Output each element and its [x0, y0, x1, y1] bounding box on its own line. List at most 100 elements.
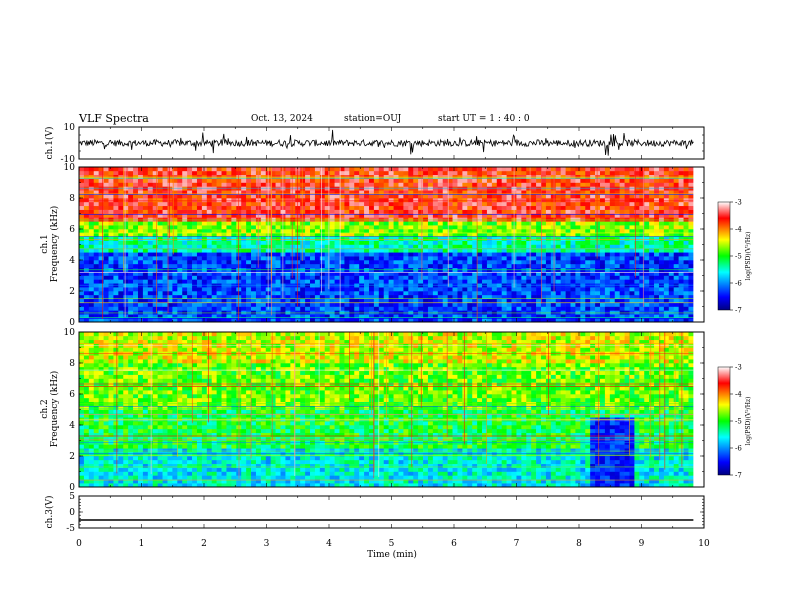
spectrogram-cell	[265, 314, 271, 319]
spectrogram-cell	[654, 271, 660, 276]
spectrogram-cell	[383, 302, 389, 307]
spectrogram-cell	[634, 256, 640, 261]
spectrogram-cell	[206, 194, 212, 199]
spectrogram-cell	[511, 306, 517, 311]
spectrogram-cell	[79, 306, 85, 311]
spectrogram-cell	[403, 198, 409, 203]
spectrogram-cell	[383, 244, 389, 249]
spectrogram-cell	[649, 275, 655, 280]
spectrogram-cell	[639, 190, 645, 195]
spectrogram-cell	[133, 287, 139, 292]
spectrogram-cell	[472, 178, 478, 183]
spectrogram-cell	[378, 271, 385, 276]
spectrogram-cell	[595, 240, 601, 245]
spectrogram-cell	[526, 248, 532, 253]
spectrogram-cell	[260, 236, 267, 241]
spectrogram-cell	[467, 198, 473, 203]
spectrogram-cell	[639, 229, 645, 234]
spectrogram-cell	[329, 263, 335, 269]
spectrogram-cell	[408, 310, 414, 315]
spectrogram-cell	[324, 167, 330, 172]
spectrogram-cell	[663, 310, 670, 315]
spectrogram-cell	[108, 182, 114, 187]
spectrogram-cell	[491, 182, 498, 187]
spectrogram-cell	[142, 318, 149, 323]
spectrogram-cell	[432, 244, 439, 249]
spectrogram-cell	[201, 287, 208, 292]
spectrogram-cell	[472, 306, 478, 311]
spectrogram-cell	[590, 271, 596, 276]
spectrogram-cell	[526, 209, 532, 214]
spectrogram-cell	[619, 256, 625, 261]
spectrogram-cell	[526, 232, 532, 238]
spectrogram-cell	[354, 294, 360, 300]
spectrogram-cell	[472, 248, 478, 253]
spectrogram-cell	[526, 294, 532, 300]
spectrogram-cell	[457, 279, 463, 284]
spectrogram-cell	[167, 287, 173, 292]
spectrogram-cell	[290, 314, 296, 319]
spectrogram-cell	[683, 279, 689, 284]
spectrogram-cell	[644, 170, 650, 176]
spectrogram-cell	[457, 201, 463, 207]
spectrogram-cell	[152, 294, 158, 300]
spectrogram-cell	[570, 170, 576, 176]
spectrogram-cell	[580, 310, 586, 315]
spectrogram-cell	[457, 213, 463, 218]
spectrogram-cell	[373, 318, 380, 323]
spectrogram-cell	[555, 225, 561, 230]
spectrogram-cell	[152, 271, 158, 276]
spectrogram-cell	[521, 279, 527, 284]
spectrogram-cell	[629, 221, 635, 226]
spectrogram-cell	[118, 256, 124, 261]
spectrogram-cell	[319, 310, 326, 315]
spectrogram-cell	[437, 194, 444, 199]
spectrogram-cell	[595, 205, 601, 210]
spectrogram-cell	[88, 271, 95, 276]
spectrogram-cell	[658, 217, 665, 222]
spectrogram-cell	[128, 221, 134, 226]
spectrogram-cell	[334, 291, 340, 296]
spectrogram-cell	[526, 298, 532, 303]
spectrogram-cell	[359, 209, 365, 214]
spectrogram-cell	[285, 263, 291, 269]
spectrogram-cell	[452, 306, 458, 311]
spectrogram-cell	[570, 221, 576, 226]
spectrogram-cell	[108, 167, 114, 172]
spectrogram-cell	[516, 221, 522, 226]
spectrogram-cell	[93, 294, 99, 300]
spectrogram-cell	[373, 310, 380, 315]
spectrogram-cell	[93, 167, 99, 172]
spectrogram-cell	[270, 182, 276, 187]
spectrogram-cell	[147, 194, 154, 199]
spectrogram-cell	[599, 314, 606, 319]
spectrogram-cell	[472, 229, 478, 234]
spectrogram-cell	[575, 217, 581, 222]
spectrogram-cell	[275, 170, 281, 176]
spectrogram-cell	[187, 209, 193, 214]
spectrogram-cell	[246, 240, 252, 245]
spectrogram-cell	[604, 170, 611, 176]
spectrogram-cell	[678, 178, 684, 183]
spectrogram-cell	[585, 279, 591, 284]
spectrogram-cell	[79, 213, 85, 218]
spectrogram-cell	[364, 205, 370, 210]
spectrogram-cell	[359, 221, 365, 226]
spectrogram-cell	[599, 217, 606, 222]
spectrogram-cell	[167, 221, 173, 226]
spectrogram-cell	[152, 314, 158, 319]
spectrogram-cell	[447, 209, 453, 214]
spectrogram-cell	[241, 170, 247, 176]
spectrogram-cell	[624, 279, 630, 284]
spectrogram-cell	[427, 291, 434, 296]
spectrogram-cell	[565, 221, 571, 226]
spectrogram-cell	[536, 318, 542, 323]
spectrogram-cell	[241, 310, 247, 315]
spectrogram-cell	[683, 287, 689, 292]
spectrogram-cell	[300, 256, 306, 261]
spectrogram-cell	[305, 194, 311, 199]
spectrogram-cell	[368, 260, 375, 265]
spectrogram-cell	[437, 306, 444, 311]
spectrogram-cell	[324, 236, 330, 241]
spectrogram-cell	[285, 198, 291, 203]
